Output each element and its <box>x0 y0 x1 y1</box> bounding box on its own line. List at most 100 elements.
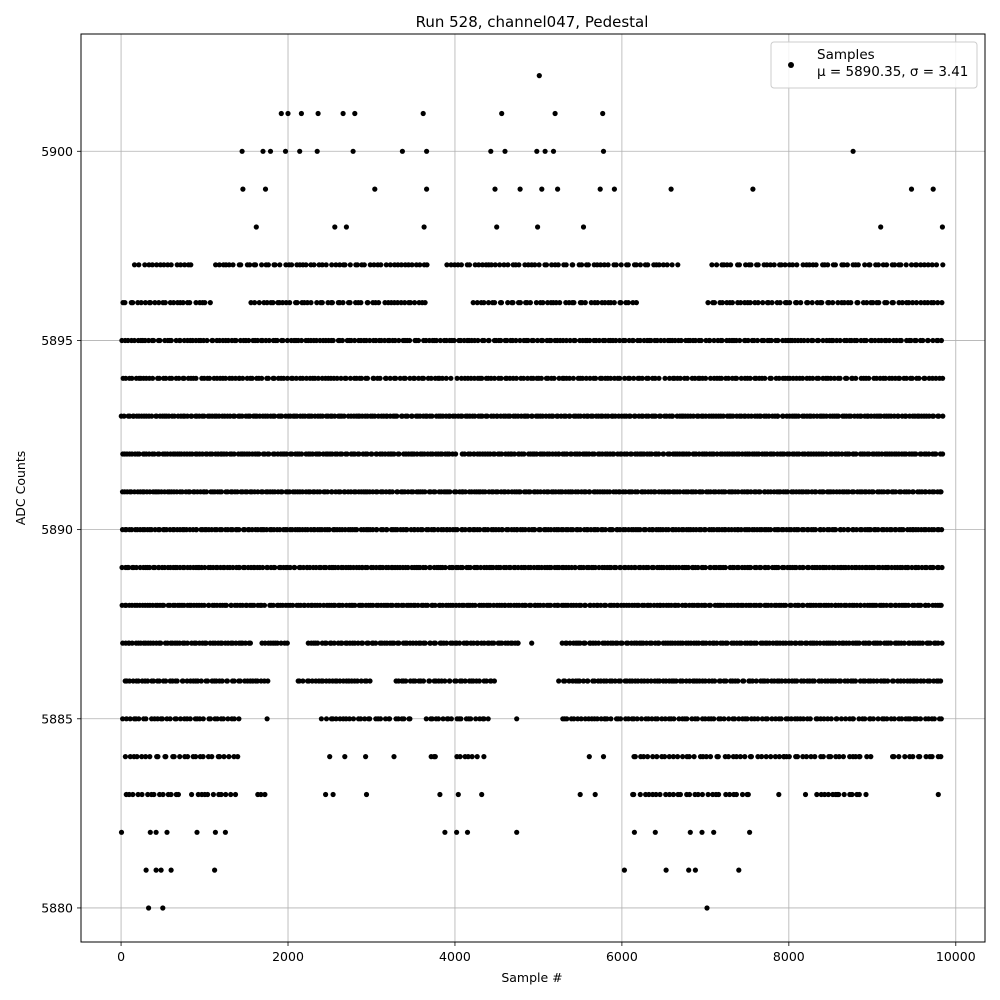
sample-point <box>272 564 278 571</box>
sample-point <box>684 375 690 381</box>
sample-point <box>281 375 287 381</box>
sample-point <box>207 716 214 722</box>
sample-point <box>828 375 834 381</box>
sample-point <box>171 754 177 760</box>
sample-point <box>155 754 161 760</box>
sample-point <box>819 300 825 306</box>
sample-point <box>930 186 936 192</box>
sample-point <box>495 489 501 495</box>
sample-point <box>820 337 826 344</box>
sample-point <box>154 262 160 268</box>
sample-point <box>622 375 628 381</box>
sample-point <box>917 754 923 760</box>
sample-point <box>129 640 135 646</box>
sample-point <box>528 602 534 608</box>
sample-point <box>135 791 141 798</box>
sample-point <box>260 489 266 495</box>
sample-point <box>184 413 190 419</box>
sample-point <box>377 375 383 381</box>
sample-point <box>617 337 623 344</box>
sample-point <box>738 527 744 533</box>
sample-point <box>785 489 791 495</box>
sample-point <box>733 754 740 760</box>
sample-point <box>566 678 572 684</box>
sample-point <box>921 678 927 684</box>
sample-point <box>649 640 655 646</box>
sample-point <box>699 791 706 798</box>
sample-point <box>431 527 437 533</box>
sample-point <box>371 375 377 381</box>
sample-point <box>392 337 398 344</box>
sample-point <box>396 451 402 457</box>
sample-point <box>505 300 511 306</box>
sample-point <box>775 337 781 344</box>
sample-point <box>722 489 728 495</box>
sample-point <box>794 678 800 684</box>
sample-point <box>748 489 754 495</box>
sample-point <box>150 678 157 684</box>
sample-point <box>347 300 353 306</box>
sample-point <box>168 791 174 798</box>
sample-point <box>711 300 718 306</box>
sample-point <box>433 337 439 344</box>
sample-point <box>143 754 149 760</box>
sample-point <box>702 602 709 608</box>
sample-point <box>645 754 651 760</box>
sample-point <box>662 754 668 760</box>
sample-point <box>656 262 662 268</box>
sample-point <box>168 262 174 268</box>
sample-point <box>177 337 183 344</box>
sample-point <box>389 489 395 495</box>
sample-point <box>658 413 664 419</box>
sample-point <box>358 300 364 306</box>
sample-point <box>151 337 157 344</box>
sample-point <box>236 716 242 722</box>
sample-point <box>705 300 711 306</box>
sample-point <box>358 678 364 684</box>
sample-point <box>747 829 753 835</box>
sample-point <box>424 148 430 154</box>
sample-point <box>656 451 662 457</box>
sample-point <box>143 867 149 873</box>
sample-point <box>810 337 816 344</box>
sample-point <box>404 413 410 419</box>
sample-point <box>625 300 631 306</box>
sample-point <box>852 678 859 684</box>
sample-point <box>247 262 253 268</box>
sample-point <box>828 754 834 760</box>
sample-point <box>228 791 234 798</box>
sample-point <box>242 527 248 533</box>
sample-point <box>705 791 711 798</box>
sample-point <box>642 527 649 533</box>
sample-point <box>832 262 839 268</box>
sample-point <box>274 337 280 344</box>
sample-point <box>724 640 730 646</box>
sample-point <box>481 716 487 722</box>
sample-point <box>675 754 681 760</box>
sample-point <box>733 791 740 798</box>
sample-point <box>492 262 498 268</box>
sample-point <box>939 564 945 571</box>
sample-point <box>123 716 129 722</box>
sample-point <box>598 262 604 268</box>
sample-point <box>734 375 740 381</box>
sample-point <box>329 489 335 495</box>
sample-point <box>363 791 370 798</box>
sample-point <box>254 678 260 684</box>
sample-point <box>755 262 761 268</box>
sample-point <box>806 564 812 571</box>
sample-point <box>513 337 519 344</box>
x-tick-label: 6000 <box>606 949 638 964</box>
sample-point <box>404 527 410 533</box>
sample-point <box>903 375 910 381</box>
sample-point <box>605 262 611 268</box>
sample-point <box>253 262 259 268</box>
sample-point <box>795 527 801 533</box>
sample-point <box>230 262 236 268</box>
sample-point <box>324 489 331 495</box>
sample-point <box>602 716 608 722</box>
sample-point <box>454 829 460 835</box>
sample-point <box>582 300 588 306</box>
sample-point <box>693 489 699 495</box>
legend-series-name: Samples <box>817 47 875 63</box>
